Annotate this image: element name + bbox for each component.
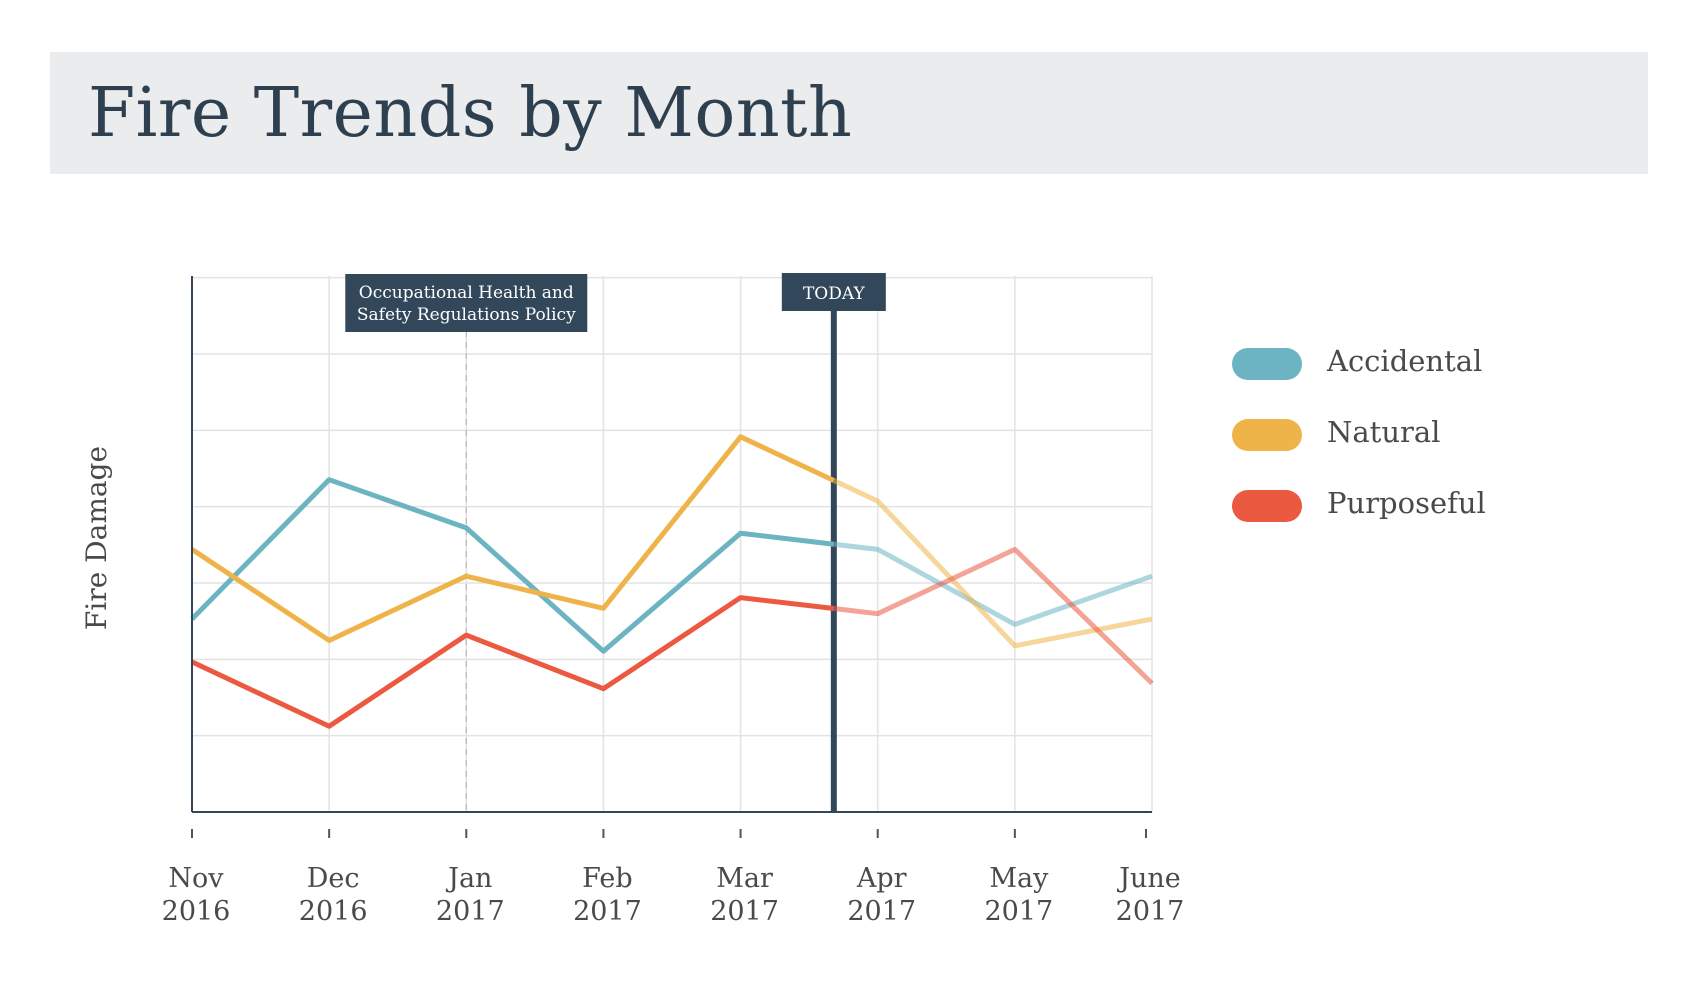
series-line-natural-projected	[832, 478, 1153, 649]
x-tick-label-month: Apr	[856, 863, 907, 894]
title-bar: Fire Trends by Month	[50, 52, 1648, 174]
series-line-natural	[190, 434, 835, 643]
legend-swatch	[1232, 419, 1302, 451]
series-layer	[190, 434, 1154, 729]
x-tick-label-year: 2016	[162, 896, 231, 927]
series-line-accidental	[190, 477, 835, 654]
x-tick-label-year: 2017	[436, 896, 505, 927]
policy-marker-label: Safety Regulations Policy	[357, 305, 576, 325]
y-axis-label: Fire Damage	[80, 446, 113, 630]
series-line-purposeful-projected	[833, 546, 1154, 686]
x-tick-label-month: Dec	[307, 863, 360, 894]
x-tick-label-year: 2017	[847, 896, 916, 927]
series-line-accidental-projected	[833, 541, 1153, 627]
today-marker-label: TODAY	[803, 284, 865, 304]
legend-swatch	[1232, 348, 1302, 380]
policy-marker-label: Occupational Health and	[359, 283, 574, 303]
x-tick-label-month: Nov	[168, 863, 224, 894]
x-tick-label-year: 2016	[299, 896, 368, 927]
x-tick-label-month: Mar	[716, 863, 773, 894]
x-tick-label-month: Jan	[445, 863, 492, 894]
legend-label: Accidental	[1327, 344, 1483, 378]
grid-layer	[192, 276, 1153, 812]
x-tick-label-month: Feb	[582, 863, 633, 894]
x-tick-label-year: 2017	[710, 896, 779, 927]
legend-swatch	[1232, 490, 1302, 522]
x-tick-label-year: 2017	[984, 896, 1053, 927]
legend-label: Purposeful	[1327, 486, 1486, 520]
x-tick-label-year: 2017	[1116, 896, 1185, 927]
today-marker-box	[781, 273, 886, 311]
x-tick-label-month: May	[989, 863, 1049, 894]
x-tick-label-year: 2017	[573, 896, 642, 927]
legend-label: Natural	[1327, 415, 1441, 449]
x-tick-label-month: June	[1116, 863, 1181, 894]
series-line-purposeful	[190, 595, 835, 729]
chart-title: Fire Trends by Month	[88, 74, 853, 153]
policy-marker-box	[345, 274, 588, 332]
label-layer: Nov2016Dec2016Jan2017Feb2017Mar2017Apr20…	[80, 446, 1184, 927]
axis-layer	[191, 276, 1152, 838]
